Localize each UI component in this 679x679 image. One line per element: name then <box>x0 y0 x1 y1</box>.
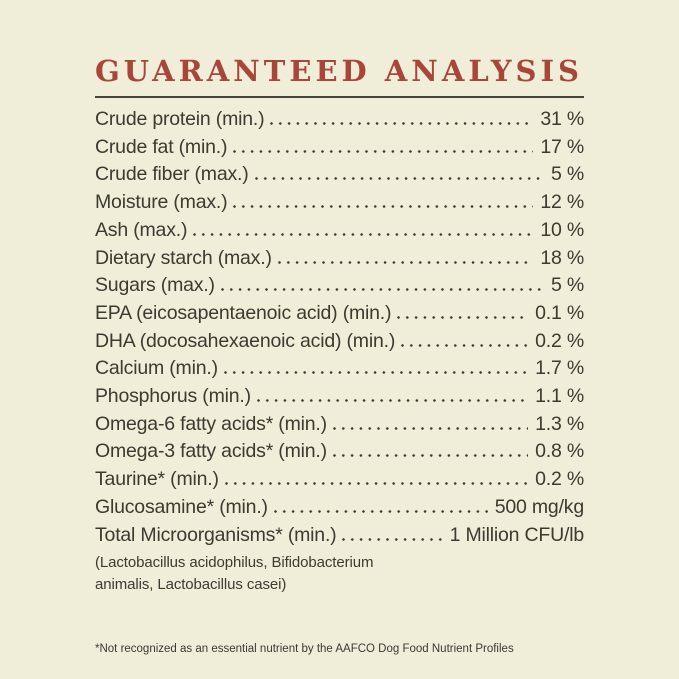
nutrient-name: Phosphorus (min.) <box>95 385 251 408</box>
analysis-row: EPA (eicosapentaenoic acid) (min.) 0.1 % <box>95 300 584 328</box>
analysis-row: Phosphorus (min.) 1.1 % <box>95 383 584 411</box>
analysis-row: Glucosamine* (min.) 500 mg/kg <box>95 494 584 522</box>
dot-leader <box>254 177 544 181</box>
nutrient-value: 18 % <box>540 246 584 269</box>
analysis-row: Omega-6 fatty acids* (min.) 1.3 % <box>95 411 584 439</box>
analysis-row: Crude fiber (max.) 5 % <box>95 161 584 189</box>
analysis-row: Crude protein (min.) 31 % <box>95 106 584 134</box>
dot-leader <box>224 482 529 486</box>
analysis-row: Sugars (max.) 5 % <box>95 272 584 300</box>
dot-leader <box>256 399 529 403</box>
nutrient-name: DHA (docosahexaenoic acid) (min.) <box>95 329 396 352</box>
nutrient-name: Omega-6 fatty acids* (min.) <box>95 412 327 435</box>
dot-leader <box>223 371 529 375</box>
nutrient-value: 0.8 % <box>535 440 584 463</box>
dot-leader <box>397 315 529 319</box>
nutrient-name: Calcium (min.) <box>95 357 218 380</box>
analysis-row: Dietary starch (max.) 18 % <box>95 245 584 273</box>
nutrient-value: 5 % <box>550 163 584 186</box>
nutrient-name: Ash (max.) <box>95 218 188 241</box>
title-rule <box>95 96 584 98</box>
dot-leader <box>332 426 529 430</box>
nutrient-value: 12 % <box>540 191 584 214</box>
nutrient-value: 17 % <box>540 135 584 158</box>
dot-leader <box>220 288 544 292</box>
nutrient-name: Crude protein (min.) <box>95 108 265 130</box>
nutrient-name: Omega-3 fatty acids* (min.) <box>95 440 327 463</box>
dot-leader <box>277 260 534 264</box>
analysis-table: Crude protein (min.) 31 % Crude fat (min… <box>95 106 584 549</box>
nutrient-value: 31 % <box>540 108 584 130</box>
microorganisms-strains-note: (Lactobacillus acidophilus, Bifidobacter… <box>95 552 584 595</box>
strains-note-line-1: (Lactobacillus acidophilus, Bifidobacter… <box>95 554 374 572</box>
dot-leader <box>273 509 488 513</box>
section-title: GUARANTEED ANALYSIS <box>95 54 584 88</box>
analysis-row: Total Microorganisms* (min.) 1 Million C… <box>95 522 584 550</box>
nutrient-name: EPA (eicosapentaenoic acid) (min.) <box>95 301 392 324</box>
analysis-row: Crude fat (min.) 17 % <box>95 134 584 162</box>
nutrient-value: 1.1 % <box>535 385 584 408</box>
dot-leader <box>342 537 443 541</box>
analysis-row: DHA (docosahexaenoic acid) (min.) 0.2 % <box>95 328 584 356</box>
nutrient-value: 1.7 % <box>535 357 584 380</box>
dot-leader <box>233 205 534 209</box>
nutrient-value: 5 % <box>550 274 584 297</box>
nutrient-value: 1.3 % <box>535 412 584 435</box>
analysis-row: Moisture (max.) 12 % <box>95 189 584 217</box>
nutrient-name: Sugars (max.) <box>95 274 215 297</box>
dot-leader <box>233 149 534 153</box>
nutrient-value: 0.2 % <box>535 468 584 491</box>
nutrient-name: Moisture (max.) <box>95 191 228 214</box>
nutrient-name: Glucosamine* (min.) <box>95 495 268 518</box>
analysis-row: Omega-3 fatty acids* (min.) 0.8 % <box>95 438 584 466</box>
nutrient-value: 0.1 % <box>535 301 584 324</box>
nutrient-name: Crude fat (min.) <box>95 135 228 158</box>
guaranteed-analysis-panel: GUARANTEED ANALYSIS Crude protein (min.)… <box>95 56 584 595</box>
dot-leader <box>270 122 534 125</box>
dot-leader <box>332 454 529 458</box>
dot-leader <box>193 232 534 236</box>
analysis-row: Taurine* (min.) 0.2 % <box>95 466 584 494</box>
strains-note-line-2: animalis, Lactobacillus casei) <box>95 575 287 593</box>
dot-leader <box>401 343 529 347</box>
nutrient-name: Taurine* (min.) <box>95 468 219 491</box>
nutrient-value: 0.2 % <box>535 329 584 352</box>
nutrient-name: Crude fiber (max.) <box>95 163 249 186</box>
aafco-footnote: *Not recognized as an essential nutrient… <box>95 643 514 655</box>
nutrient-value: 1 Million CFU/lb <box>449 523 585 546</box>
analysis-row: Ash (max.) 10 % <box>95 217 584 245</box>
nutrient-value: 500 mg/kg <box>494 495 584 518</box>
nutrient-value: 10 % <box>540 218 584 241</box>
nutrient-name: Total Microorganisms* (min.) <box>95 523 337 546</box>
analysis-row: Calcium (min.) 1.7 % <box>95 355 584 383</box>
nutrient-name: Dietary starch (max.) <box>95 246 272 269</box>
